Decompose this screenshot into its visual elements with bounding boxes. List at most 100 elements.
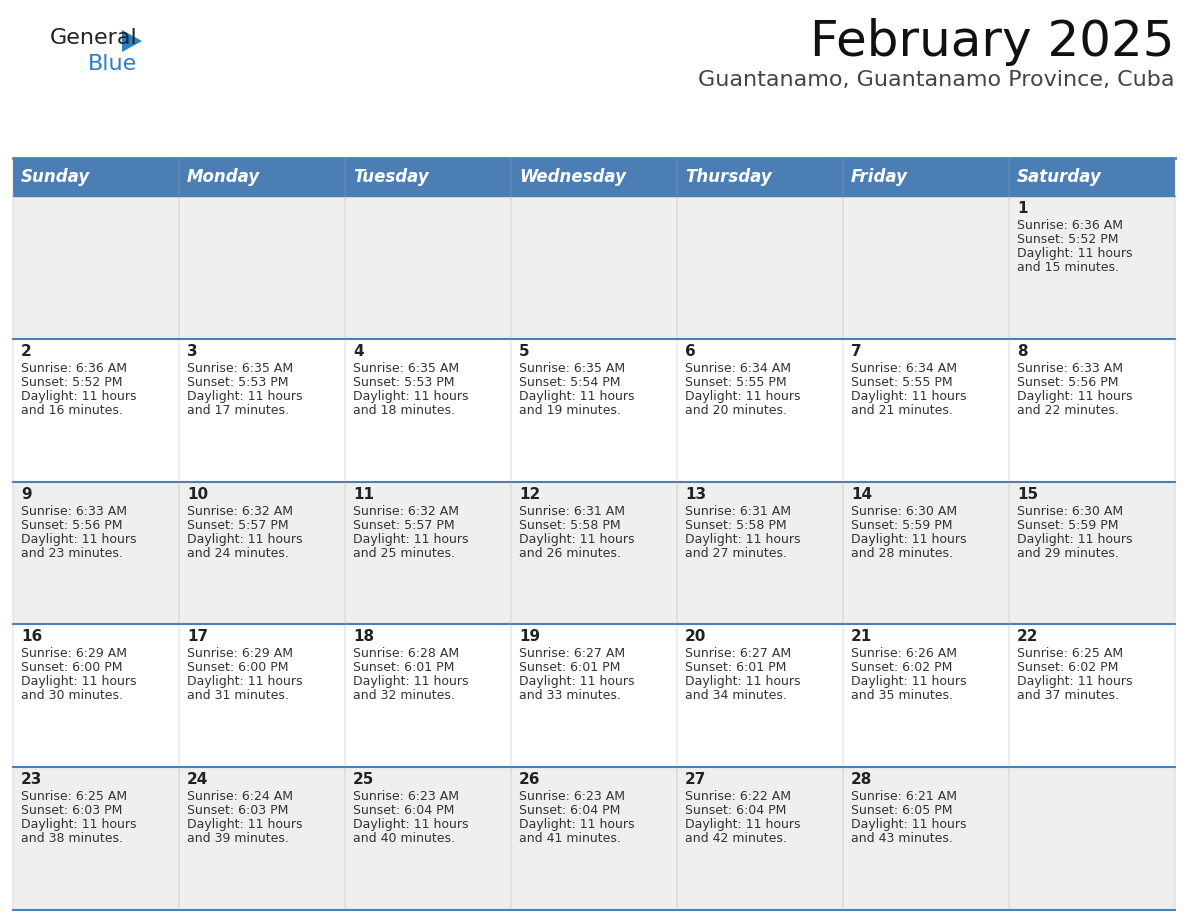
Text: Daylight: 11 hours: Daylight: 11 hours bbox=[187, 818, 303, 831]
Text: and 28 minutes.: and 28 minutes. bbox=[851, 546, 953, 560]
Text: Sunset: 5:52 PM: Sunset: 5:52 PM bbox=[1017, 233, 1118, 246]
Text: Daylight: 11 hours: Daylight: 11 hours bbox=[685, 818, 801, 831]
Bar bbox=[1009, 767, 1175, 910]
Text: 7: 7 bbox=[851, 344, 861, 359]
Bar bbox=[13, 196, 179, 339]
Bar bbox=[843, 624, 1009, 767]
Text: Daylight: 11 hours: Daylight: 11 hours bbox=[519, 676, 634, 688]
Bar bbox=[179, 482, 345, 624]
Bar bbox=[13, 624, 179, 767]
Bar bbox=[511, 158, 677, 196]
Text: Sunrise: 6:27 AM: Sunrise: 6:27 AM bbox=[519, 647, 625, 660]
Bar bbox=[13, 339, 179, 482]
Text: Sunset: 5:52 PM: Sunset: 5:52 PM bbox=[21, 375, 122, 389]
Text: and 30 minutes.: and 30 minutes. bbox=[21, 689, 124, 702]
Bar bbox=[179, 767, 345, 910]
Text: Sunrise: 6:34 AM: Sunrise: 6:34 AM bbox=[685, 362, 791, 375]
Bar bbox=[843, 339, 1009, 482]
Bar bbox=[843, 196, 1009, 339]
Text: Sunset: 5:56 PM: Sunset: 5:56 PM bbox=[21, 519, 122, 532]
Text: Sunset: 5:59 PM: Sunset: 5:59 PM bbox=[851, 519, 953, 532]
Text: 13: 13 bbox=[685, 487, 706, 501]
Bar bbox=[13, 158, 179, 196]
Text: Sunset: 6:04 PM: Sunset: 6:04 PM bbox=[353, 804, 454, 817]
Bar bbox=[179, 339, 345, 482]
Bar bbox=[179, 196, 345, 339]
Text: and 23 minutes.: and 23 minutes. bbox=[21, 546, 122, 560]
Bar bbox=[345, 767, 511, 910]
Text: Sunday: Sunday bbox=[21, 168, 90, 186]
Text: Daylight: 11 hours: Daylight: 11 hours bbox=[851, 532, 967, 545]
Text: Sunset: 6:00 PM: Sunset: 6:00 PM bbox=[187, 661, 289, 675]
Text: Sunrise: 6:32 AM: Sunrise: 6:32 AM bbox=[187, 505, 293, 518]
Bar bbox=[677, 624, 843, 767]
Text: Daylight: 11 hours: Daylight: 11 hours bbox=[1017, 676, 1132, 688]
Text: Daylight: 11 hours: Daylight: 11 hours bbox=[685, 390, 801, 403]
Text: Daylight: 11 hours: Daylight: 11 hours bbox=[21, 676, 137, 688]
Text: Sunrise: 6:33 AM: Sunrise: 6:33 AM bbox=[1017, 362, 1123, 375]
Text: and 41 minutes.: and 41 minutes. bbox=[519, 833, 621, 845]
Bar bbox=[511, 482, 677, 624]
Text: 24: 24 bbox=[187, 772, 208, 788]
Text: 16: 16 bbox=[21, 630, 43, 644]
Text: Sunrise: 6:22 AM: Sunrise: 6:22 AM bbox=[685, 790, 791, 803]
Text: Sunset: 6:01 PM: Sunset: 6:01 PM bbox=[685, 661, 786, 675]
Bar bbox=[13, 767, 179, 910]
Text: Sunset: 6:00 PM: Sunset: 6:00 PM bbox=[21, 661, 122, 675]
Bar bbox=[345, 196, 511, 339]
Bar bbox=[1009, 339, 1175, 482]
Text: and 27 minutes.: and 27 minutes. bbox=[685, 546, 786, 560]
Text: and 32 minutes.: and 32 minutes. bbox=[353, 689, 455, 702]
Text: Sunrise: 6:28 AM: Sunrise: 6:28 AM bbox=[353, 647, 459, 660]
Polygon shape bbox=[122, 30, 143, 52]
Text: and 26 minutes.: and 26 minutes. bbox=[519, 546, 621, 560]
Text: Daylight: 11 hours: Daylight: 11 hours bbox=[1017, 532, 1132, 545]
Text: Sunrise: 6:35 AM: Sunrise: 6:35 AM bbox=[519, 362, 625, 375]
Bar bbox=[677, 339, 843, 482]
Text: and 24 minutes.: and 24 minutes. bbox=[187, 546, 289, 560]
Text: Sunrise: 6:30 AM: Sunrise: 6:30 AM bbox=[851, 505, 958, 518]
Text: Daylight: 11 hours: Daylight: 11 hours bbox=[21, 532, 137, 545]
Text: Sunset: 5:54 PM: Sunset: 5:54 PM bbox=[519, 375, 620, 389]
Text: and 21 minutes.: and 21 minutes. bbox=[851, 404, 953, 417]
Text: Daylight: 11 hours: Daylight: 11 hours bbox=[187, 532, 303, 545]
Text: Sunset: 6:04 PM: Sunset: 6:04 PM bbox=[519, 804, 620, 817]
Text: and 29 minutes.: and 29 minutes. bbox=[1017, 546, 1119, 560]
Text: 14: 14 bbox=[851, 487, 872, 501]
Text: Monday: Monday bbox=[187, 168, 260, 186]
Text: 19: 19 bbox=[519, 630, 541, 644]
Text: Daylight: 11 hours: Daylight: 11 hours bbox=[353, 532, 468, 545]
Text: Blue: Blue bbox=[88, 54, 138, 74]
Text: Daylight: 11 hours: Daylight: 11 hours bbox=[187, 390, 303, 403]
Bar bbox=[345, 482, 511, 624]
Text: 9: 9 bbox=[21, 487, 32, 501]
Text: and 31 minutes.: and 31 minutes. bbox=[187, 689, 289, 702]
Bar bbox=[677, 158, 843, 196]
Text: 6: 6 bbox=[685, 344, 696, 359]
Text: 2: 2 bbox=[21, 344, 32, 359]
Text: and 33 minutes.: and 33 minutes. bbox=[519, 689, 621, 702]
Text: and 25 minutes.: and 25 minutes. bbox=[353, 546, 455, 560]
Text: Sunrise: 6:25 AM: Sunrise: 6:25 AM bbox=[1017, 647, 1123, 660]
Text: Tuesday: Tuesday bbox=[353, 168, 429, 186]
Text: 3: 3 bbox=[187, 344, 197, 359]
Text: and 15 minutes.: and 15 minutes. bbox=[1017, 261, 1119, 274]
Text: 12: 12 bbox=[519, 487, 541, 501]
Text: Sunset: 6:04 PM: Sunset: 6:04 PM bbox=[685, 804, 786, 817]
Bar bbox=[843, 158, 1009, 196]
Text: Sunset: 5:59 PM: Sunset: 5:59 PM bbox=[1017, 519, 1118, 532]
Text: Daylight: 11 hours: Daylight: 11 hours bbox=[685, 532, 801, 545]
Text: Daylight: 11 hours: Daylight: 11 hours bbox=[519, 532, 634, 545]
Bar bbox=[1009, 158, 1175, 196]
Text: 27: 27 bbox=[685, 772, 707, 788]
Text: 11: 11 bbox=[353, 487, 374, 501]
Text: Sunset: 6:03 PM: Sunset: 6:03 PM bbox=[21, 804, 122, 817]
Text: and 39 minutes.: and 39 minutes. bbox=[187, 833, 289, 845]
Text: Daylight: 11 hours: Daylight: 11 hours bbox=[1017, 390, 1132, 403]
Text: Sunrise: 6:33 AM: Sunrise: 6:33 AM bbox=[21, 505, 127, 518]
Bar bbox=[179, 624, 345, 767]
Text: 5: 5 bbox=[519, 344, 530, 359]
Text: 18: 18 bbox=[353, 630, 374, 644]
Text: and 42 minutes.: and 42 minutes. bbox=[685, 833, 786, 845]
Text: Sunrise: 6:36 AM: Sunrise: 6:36 AM bbox=[21, 362, 127, 375]
